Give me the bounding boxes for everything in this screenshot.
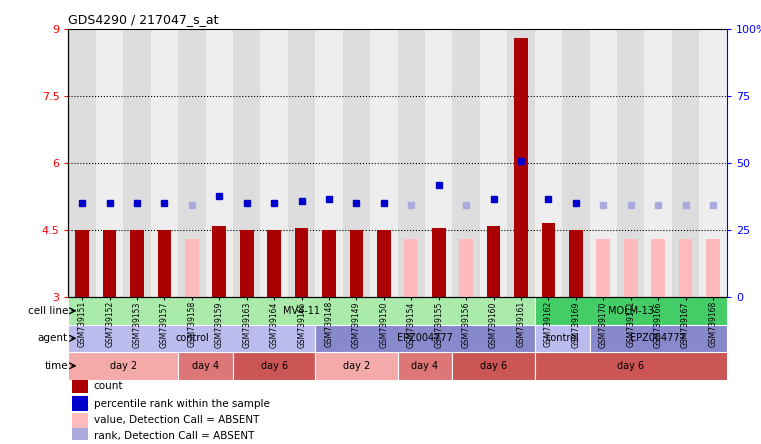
Bar bbox=[68, 325, 315, 352]
Text: cell line: cell line bbox=[27, 306, 68, 316]
Bar bbox=[480, 29, 508, 297]
Bar bbox=[96, 29, 123, 297]
Text: control: control bbox=[546, 333, 579, 343]
Bar bbox=[651, 239, 665, 297]
Text: count: count bbox=[94, 381, 123, 391]
Bar bbox=[315, 352, 397, 380]
Text: GDS4290 / 217047_s_at: GDS4290 / 217047_s_at bbox=[68, 13, 219, 26]
Text: rank, Detection Call = ABSENT: rank, Detection Call = ABSENT bbox=[94, 431, 254, 441]
Bar bbox=[453, 29, 480, 297]
Bar bbox=[103, 230, 116, 297]
Bar bbox=[624, 239, 638, 297]
Text: agent: agent bbox=[38, 333, 68, 343]
Bar bbox=[178, 29, 205, 297]
Text: EPZ004777: EPZ004777 bbox=[630, 333, 686, 343]
Text: day 6: day 6 bbox=[260, 361, 288, 371]
Bar bbox=[123, 29, 151, 297]
Bar bbox=[535, 352, 727, 380]
Text: day 2: day 2 bbox=[110, 361, 137, 371]
Bar bbox=[645, 29, 672, 297]
Text: day 2: day 2 bbox=[343, 361, 370, 371]
Bar bbox=[288, 29, 315, 297]
Bar bbox=[370, 29, 397, 297]
Bar bbox=[68, 29, 96, 297]
Text: EPZ004777: EPZ004777 bbox=[397, 333, 453, 343]
Text: time: time bbox=[44, 361, 68, 371]
Bar bbox=[590, 29, 617, 297]
Bar bbox=[432, 228, 446, 297]
Text: MV4-11: MV4-11 bbox=[283, 306, 320, 316]
Bar bbox=[569, 230, 583, 297]
Bar bbox=[72, 428, 88, 443]
Bar bbox=[151, 29, 178, 297]
Bar bbox=[158, 230, 171, 297]
Bar bbox=[699, 29, 727, 297]
Bar bbox=[72, 412, 88, 428]
Text: control: control bbox=[175, 333, 209, 343]
Text: value, Detection Call = ABSENT: value, Detection Call = ABSENT bbox=[94, 416, 259, 425]
Bar bbox=[706, 239, 720, 297]
Text: percentile rank within the sample: percentile rank within the sample bbox=[94, 399, 269, 409]
Bar bbox=[590, 325, 727, 352]
Bar bbox=[267, 230, 281, 297]
Bar bbox=[377, 230, 390, 297]
Bar bbox=[68, 297, 535, 325]
Bar bbox=[508, 29, 535, 297]
Bar bbox=[405, 239, 419, 297]
Bar bbox=[68, 352, 178, 380]
Bar bbox=[240, 230, 253, 297]
Bar bbox=[535, 325, 590, 352]
Text: MOLM-13: MOLM-13 bbox=[608, 306, 654, 316]
Bar bbox=[460, 239, 473, 297]
Bar bbox=[315, 29, 342, 297]
Bar bbox=[295, 228, 308, 297]
Bar bbox=[535, 29, 562, 297]
Bar bbox=[185, 239, 199, 297]
Bar bbox=[322, 230, 336, 297]
Bar bbox=[514, 38, 528, 297]
Bar bbox=[397, 352, 453, 380]
Bar bbox=[349, 230, 363, 297]
Bar bbox=[672, 29, 699, 297]
Bar bbox=[597, 239, 610, 297]
Bar bbox=[397, 29, 425, 297]
Text: day 4: day 4 bbox=[412, 361, 438, 371]
Bar bbox=[260, 29, 288, 297]
Bar bbox=[535, 297, 727, 325]
Bar bbox=[542, 223, 556, 297]
Bar bbox=[205, 29, 233, 297]
Bar bbox=[617, 29, 645, 297]
Bar bbox=[212, 226, 226, 297]
Bar bbox=[233, 29, 260, 297]
Bar bbox=[425, 29, 453, 297]
Text: day 6: day 6 bbox=[617, 361, 645, 371]
Bar bbox=[72, 396, 88, 412]
Bar bbox=[233, 352, 315, 380]
Bar bbox=[75, 230, 89, 297]
Bar bbox=[72, 378, 88, 393]
Bar bbox=[178, 352, 233, 380]
Bar bbox=[130, 230, 144, 297]
Bar bbox=[453, 352, 535, 380]
Bar bbox=[342, 29, 370, 297]
Text: day 4: day 4 bbox=[192, 361, 219, 371]
Bar bbox=[487, 226, 501, 297]
Bar bbox=[562, 29, 590, 297]
Bar bbox=[315, 325, 535, 352]
Text: day 6: day 6 bbox=[480, 361, 507, 371]
Bar bbox=[679, 239, 693, 297]
